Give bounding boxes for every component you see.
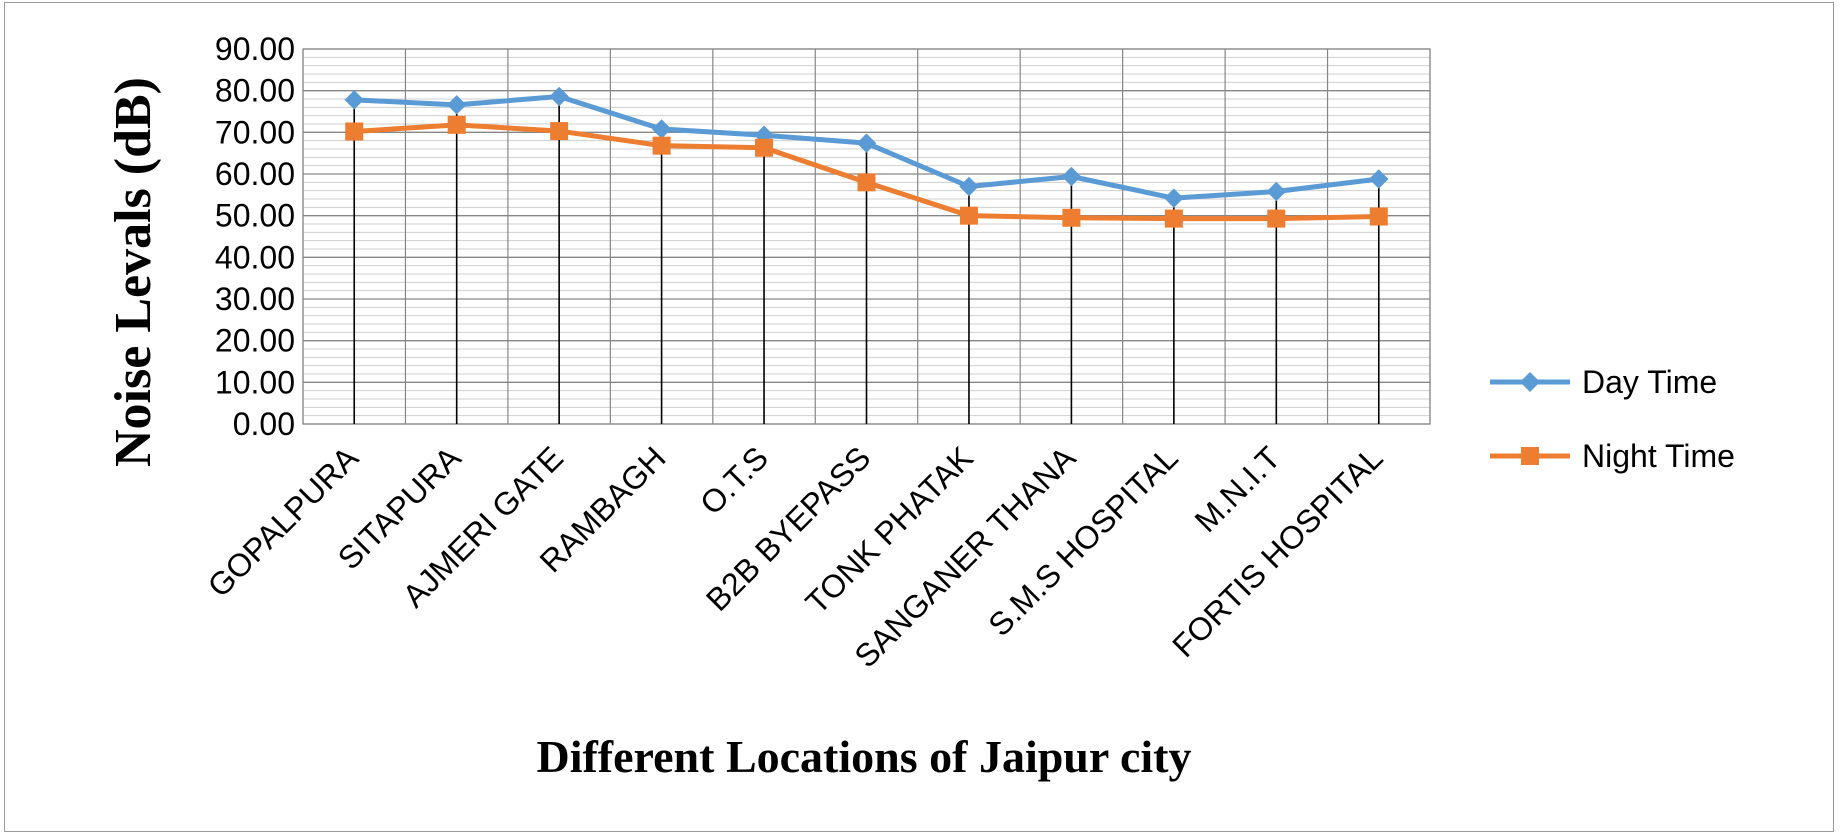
data-point-square — [755, 138, 774, 157]
y-tick-label: 40.00 — [215, 239, 295, 275]
x-tick-label: O.T.S — [693, 439, 775, 521]
data-point-diamond — [1061, 166, 1082, 187]
data-point-square — [959, 206, 978, 225]
x-tick-label: S.M.S HOSPITAL — [981, 439, 1185, 643]
data-point-square — [652, 136, 671, 155]
data-point-square — [550, 122, 569, 141]
y-tick-label: 30.00 — [215, 281, 295, 317]
data-point-square — [857, 173, 876, 192]
legend: Day Time Night Time — [1490, 364, 1735, 474]
legend-item-day: Day Time — [1490, 364, 1717, 400]
y-tick-label: 10.00 — [215, 364, 295, 400]
data-point-diamond — [446, 95, 467, 115]
data-point-diamond — [856, 133, 877, 153]
y-tick-label: 90.00 — [215, 31, 295, 67]
x-axis-title: Different Locations of Jaipur city — [536, 731, 1191, 782]
data-point-square — [1164, 209, 1183, 228]
y-tick-label: 50.00 — [215, 198, 295, 234]
y-tick-label: 70.00 — [215, 114, 295, 150]
x-tick-label: M.N.I.T — [1188, 439, 1288, 539]
data-point-diamond — [959, 176, 979, 197]
data-point-diamond — [1164, 188, 1184, 208]
data-point-diamond — [1369, 169, 1389, 189]
legend-night-label: Night Time — [1582, 438, 1735, 474]
y-tick-label: 80.00 — [215, 73, 295, 109]
x-tick-label: GOPALPURA — [201, 439, 366, 604]
data-point-square — [1369, 207, 1388, 226]
data-point-diamond — [549, 86, 569, 107]
series-night — [345, 115, 1388, 228]
data-point-square — [447, 115, 466, 134]
y-tick-label: 0.00 — [233, 406, 295, 442]
y-tick-labels: 0.00 10.00 20.00 30.00 40.00 50.00 60.00 70.00 8… — [215, 31, 295, 442]
y-axis-title: Noise Levals (dB) — [105, 77, 162, 467]
data-point-diamond — [1266, 181, 1287, 202]
y-tick-label: 60.00 — [215, 156, 295, 192]
data-point-square — [1062, 208, 1081, 227]
data-point-square — [1267, 209, 1286, 228]
legend-day-label: Day Time — [1582, 364, 1717, 400]
y-tick-label: 20.00 — [215, 323, 295, 359]
series-day — [344, 86, 1389, 208]
data-point-square — [345, 122, 364, 141]
legend-day-marker — [1520, 372, 1540, 392]
legend-item-night: Night Time — [1490, 438, 1735, 474]
data-point-diamond — [344, 90, 364, 110]
series-layer — [344, 86, 1389, 228]
legend-night-marker — [1521, 447, 1539, 465]
